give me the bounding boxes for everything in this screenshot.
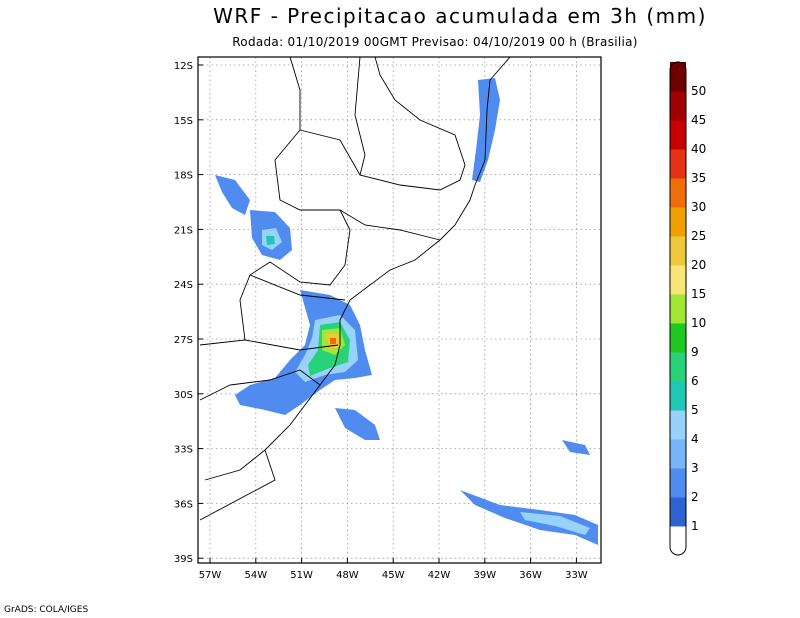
precipitation-field: [215, 78, 598, 545]
colorbar-swatch: [670, 207, 686, 237]
lat-label: 18S: [174, 171, 193, 182]
lon-label: 36W: [519, 570, 542, 581]
colorbar-swatch: [670, 62, 686, 92]
colorbar-swatch: [670, 178, 686, 208]
colorbar-label: 15: [691, 287, 706, 301]
lon-label: 33W: [565, 570, 588, 581]
lon-label: 42W: [428, 570, 451, 581]
colorbar-swatch: [670, 526, 686, 556]
colorbar-label: 4: [691, 432, 699, 446]
lat-label: 27S: [174, 335, 193, 346]
colorbar-label: 25: [691, 229, 706, 243]
colorbar-swatch: [670, 381, 686, 411]
map-frame: [197, 56, 602, 564]
colorbar-frame: [669, 61, 687, 556]
borders: [199, 56, 511, 521]
lat-label: 24S: [174, 280, 193, 291]
colorbar-label: 45: [691, 113, 706, 127]
lat-label: 15S: [174, 116, 193, 127]
colorbar-swatch: [670, 439, 686, 469]
colorbar-swatch: [670, 323, 686, 353]
footer: GrADS: COLA/IGES: [4, 605, 88, 615]
colorbar-swatch: [670, 468, 686, 498]
lon-label: 39W: [473, 570, 496, 581]
colorbar-swatch: [670, 294, 686, 324]
colorbar-label: 50: [691, 84, 706, 98]
grid: 12S 15S 18S 21S 24S 27S 30S 33S 36S 39S 57W 54W 51W 4…: [174, 57, 601, 581]
colorbar-label: 9: [691, 345, 699, 359]
lon-label: 57W: [199, 570, 222, 581]
colorbar-swatch: [670, 265, 686, 295]
subtitle: Rodada: 01/10/2019 00GMT Previsao: 04/10…: [232, 35, 638, 49]
colorbar-label: 1: [691, 519, 699, 533]
lon-label: 48W: [336, 570, 359, 581]
colorbar-label: 2: [691, 490, 699, 504]
colorbar-swatch: [670, 120, 686, 150]
colorbar-swatch: [670, 497, 686, 527]
colorbar-label: 30: [691, 200, 706, 214]
colorbar-label: 20: [691, 258, 706, 272]
colorbar-swatch: [670, 410, 686, 440]
lon-label: 51W: [290, 570, 313, 581]
colorbar-label: 5: [691, 403, 699, 417]
lon-label: 54W: [244, 570, 267, 581]
lat-label: 12S: [174, 61, 193, 72]
colorbar-swatch: [670, 352, 686, 382]
lon-label: 45W: [382, 570, 405, 581]
title: WRF - Precipitacao acumulada em 3h (mm): [213, 4, 707, 28]
lat-label: 30S: [174, 390, 193, 401]
colorbar-label: 35: [691, 171, 706, 185]
colorbar-label: 3: [691, 461, 699, 475]
colorbar-swatch: [670, 91, 686, 121]
lat-label: 39S: [174, 554, 193, 565]
lat-label: 21S: [174, 225, 193, 236]
colorbar-label: 40: [691, 142, 706, 156]
lat-label: 36S: [174, 499, 193, 510]
colorbar-label: 6: [691, 374, 699, 388]
lat-label: 33S: [174, 445, 193, 456]
colorbar-label: 10: [691, 316, 706, 330]
colorbar-swatch: [670, 236, 686, 266]
colorbar-swatch: [670, 149, 686, 179]
